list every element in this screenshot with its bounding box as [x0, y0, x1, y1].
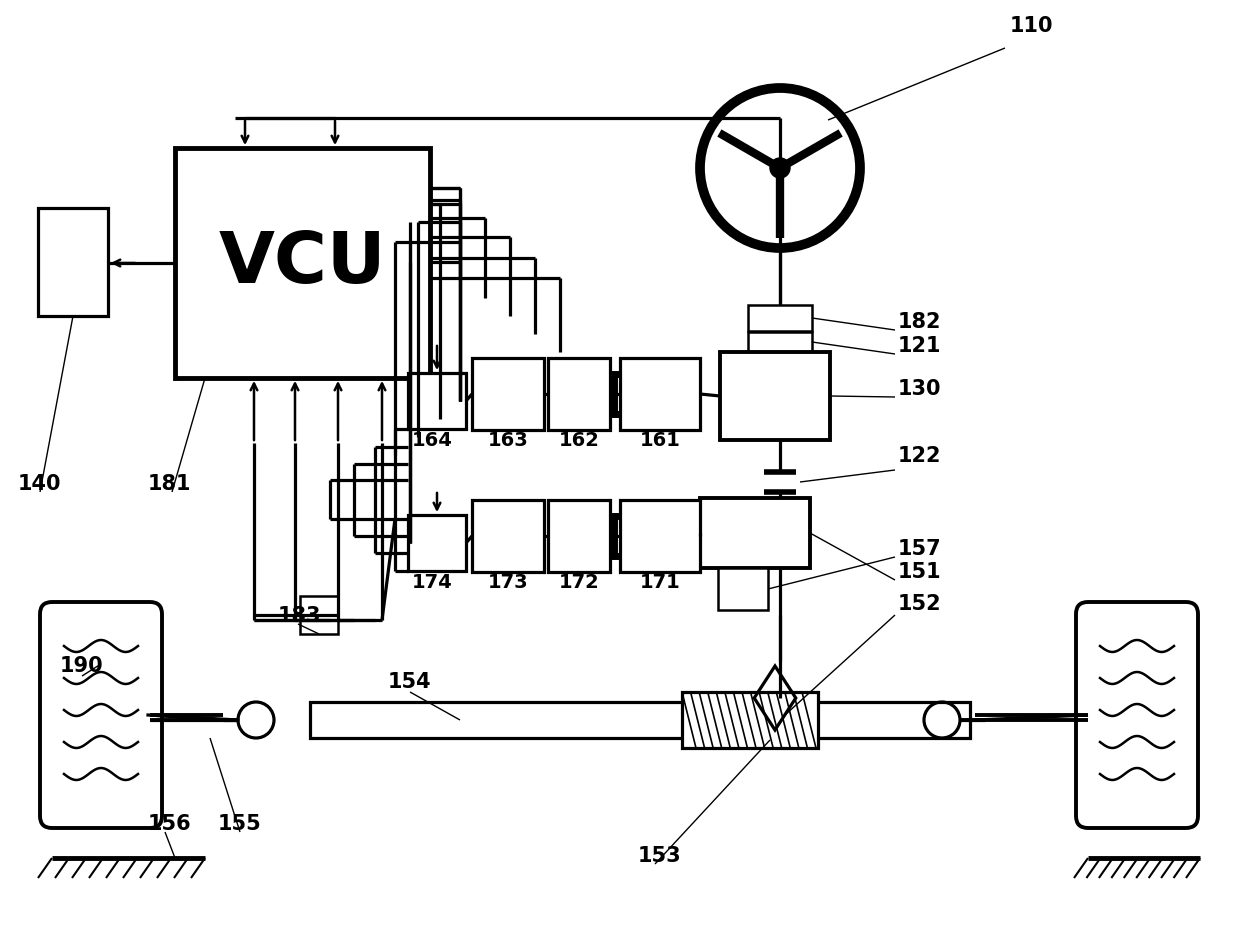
Text: 110: 110 [1011, 16, 1054, 36]
Bar [548, 358, 610, 430]
Bar [38, 208, 108, 316]
Text: 161: 161 [640, 431, 681, 450]
Circle shape [770, 158, 790, 178]
Bar [548, 500, 610, 572]
Text: 183: 183 [278, 606, 321, 626]
Bar [682, 692, 818, 748]
Bar [620, 358, 701, 430]
Text: VCU: VCU [218, 228, 386, 298]
Text: 172: 172 [559, 573, 599, 592]
Bar [408, 515, 466, 571]
Bar [748, 305, 812, 331]
Text: 122: 122 [898, 446, 941, 466]
Text: 156: 156 [148, 814, 192, 834]
FancyBboxPatch shape [40, 602, 162, 828]
Text: 121: 121 [898, 336, 941, 356]
Bar [472, 500, 544, 572]
Text: 174: 174 [412, 573, 453, 592]
Text: 182: 182 [898, 312, 941, 332]
Bar [175, 148, 430, 378]
Text: 181: 181 [148, 474, 191, 494]
Bar [620, 500, 701, 572]
FancyBboxPatch shape [1076, 602, 1198, 828]
Text: 157: 157 [898, 539, 941, 559]
Text: 152: 152 [898, 594, 941, 614]
Text: 140: 140 [19, 474, 62, 494]
Bar [408, 373, 466, 429]
Bar [718, 568, 768, 610]
Bar [748, 332, 812, 352]
Bar [720, 352, 830, 440]
Text: 163: 163 [487, 431, 528, 450]
Text: 162: 162 [558, 431, 599, 450]
Text: 154: 154 [388, 672, 432, 692]
Bar [472, 358, 544, 430]
Bar [310, 702, 970, 738]
Bar [701, 498, 810, 568]
Text: 155: 155 [218, 814, 262, 834]
Text: 153: 153 [639, 846, 682, 866]
Text: 190: 190 [60, 656, 104, 676]
Text: 151: 151 [898, 562, 941, 582]
Text: 173: 173 [487, 573, 528, 592]
Text: 171: 171 [640, 573, 681, 592]
Text: 164: 164 [412, 431, 453, 450]
Text: 130: 130 [898, 379, 941, 399]
Bar [300, 596, 339, 634]
